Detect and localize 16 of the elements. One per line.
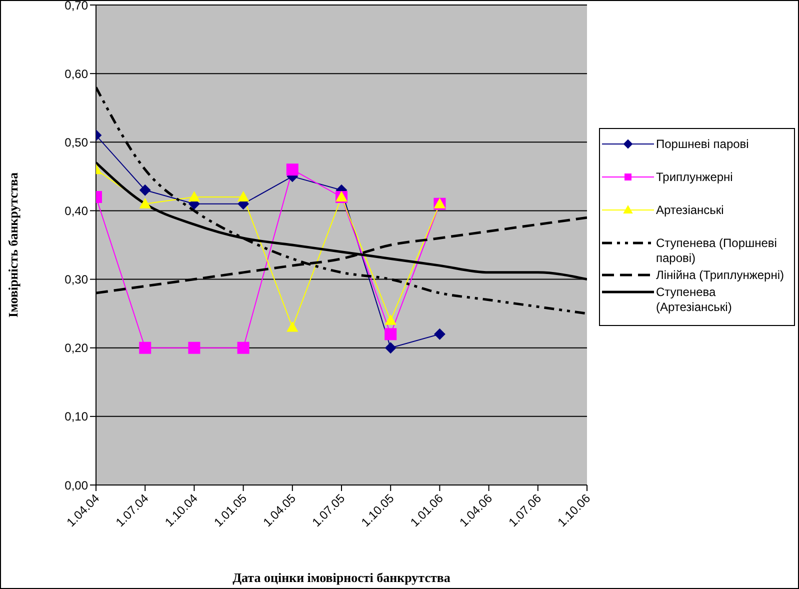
y-tick-label: 0,00: [64, 478, 88, 492]
y-tick-label: 0,10: [64, 410, 88, 424]
y-tick-label: 0,40: [64, 204, 88, 218]
legend-label: Триплунжерні: [656, 170, 733, 185]
y-tick-label: 0,20: [64, 341, 88, 356]
y-tick-label: 0,30: [64, 272, 88, 287]
y-tick-label: 0,60: [64, 66, 88, 81]
legend-label: Поршневі парові: [656, 137, 749, 152]
legend-label: Артезіанські: [656, 203, 724, 218]
y-tick-label: 0,50: [64, 135, 88, 150]
y-tick-label: 0,70: [64, 0, 88, 12]
legend-label: Ступенева (Поршневі парові): [656, 236, 778, 266]
x-axis-title: Дата оцінки імовірності банкрутства: [232, 570, 451, 585]
legend-label: Ступенева (Артезіанські): [656, 285, 733, 315]
legend-label: Лінійна (Триплунжерні): [656, 268, 784, 283]
y-axis-title: Імовірність банкрутства: [6, 172, 21, 318]
